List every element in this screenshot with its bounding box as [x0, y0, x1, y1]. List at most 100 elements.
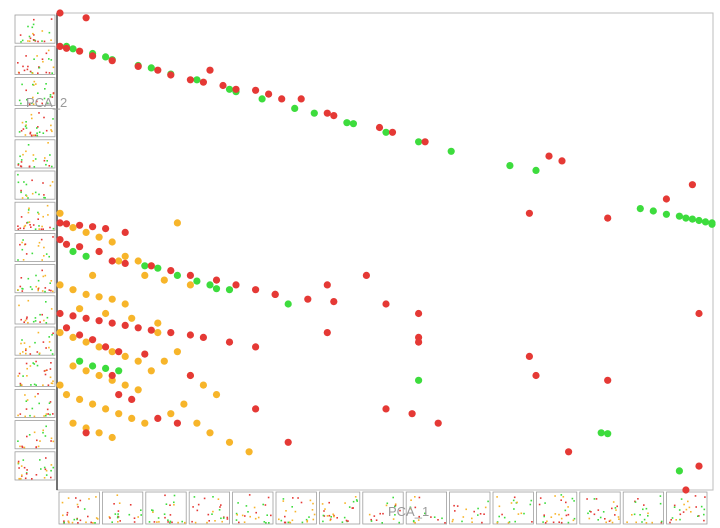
point-red-40	[108, 257, 116, 265]
bottom-thumbnail-0	[58, 491, 100, 525]
point-green-16	[382, 128, 390, 136]
point-green-20	[532, 166, 540, 174]
point-red-53	[382, 300, 390, 308]
point-red-75	[271, 290, 279, 298]
left-thumbnail-2	[14, 77, 56, 107]
point-orange-33	[121, 381, 129, 389]
point-orange-30	[82, 367, 90, 375]
point-green-45	[415, 376, 423, 384]
point-green-34	[154, 264, 162, 272]
point-red-94	[565, 448, 573, 456]
point-orange-40	[115, 410, 123, 418]
point-red-78	[525, 352, 534, 360]
point-green-3	[102, 53, 110, 61]
point-green-11	[258, 95, 266, 103]
point-green-48	[675, 467, 684, 475]
point-red-67	[62, 324, 71, 332]
point-orange-22	[56, 329, 64, 337]
point-green-33	[141, 262, 149, 270]
point-orange-2	[82, 228, 90, 236]
left-thumbnail-1	[14, 45, 56, 75]
point-orange-24	[82, 338, 90, 346]
point-red-12	[219, 81, 227, 90]
point-orange-42	[141, 419, 149, 427]
point-red-17	[206, 66, 214, 74]
point-orange-36	[62, 391, 71, 399]
point-orange-47	[147, 367, 155, 375]
left-thumbnail-12	[14, 388, 56, 418]
point-green-46	[597, 429, 605, 437]
point-orange-20	[128, 314, 136, 322]
point-red-89	[252, 405, 260, 413]
point-red-46	[232, 281, 240, 289]
point-red-33	[89, 223, 97, 231]
point-red-2	[56, 42, 64, 51]
point-orange-48	[160, 357, 168, 365]
point-red-81	[695, 309, 703, 318]
point-green-19	[506, 162, 514, 170]
point-red-13	[232, 85, 240, 93]
point-red-43	[167, 267, 175, 275]
point-red-72	[141, 350, 149, 358]
point-red-50	[330, 298, 338, 306]
point-red-27	[662, 195, 671, 203]
point-red-83	[82, 429, 90, 437]
point-green-43	[102, 364, 110, 372]
point-red-84	[115, 391, 123, 399]
bottom-thumbnail-9	[449, 491, 491, 525]
point-red-25	[558, 157, 566, 165]
point-orange-15	[95, 293, 103, 301]
point-orange-11	[186, 281, 194, 289]
point-red-63	[167, 329, 175, 337]
point-orange-4	[108, 238, 116, 246]
point-orange-6	[121, 252, 129, 260]
point-red-73	[252, 343, 260, 351]
point-green-23	[662, 210, 671, 218]
point-red-5	[89, 52, 97, 60]
left-thumbnail-10	[14, 326, 56, 356]
point-orange-12	[56, 281, 64, 289]
point-red-96	[682, 486, 690, 494]
point-green-27	[695, 216, 703, 225]
point-red-86	[154, 414, 162, 422]
point-red-47	[252, 286, 260, 294]
point-orange-19	[102, 309, 110, 318]
point-red-58	[95, 317, 103, 325]
point-red-0	[56, 9, 64, 17]
point-orange-53	[180, 400, 188, 408]
bottom-thumbnail-11	[536, 491, 578, 525]
point-red-24	[545, 152, 553, 160]
point-red-9	[167, 71, 175, 79]
point-red-34	[102, 225, 110, 233]
point-orange-28	[134, 357, 142, 365]
point-red-15	[265, 90, 273, 98]
point-red-26	[688, 181, 697, 189]
point-red-1	[82, 14, 90, 22]
point-orange-57	[225, 438, 234, 446]
point-red-56	[69, 312, 77, 320]
point-green-26	[688, 215, 697, 223]
point-red-92	[434, 419, 442, 427]
point-red-93	[408, 410, 416, 418]
point-red-19	[323, 109, 331, 117]
point-orange-37	[76, 395, 84, 403]
point-orange-49	[173, 348, 181, 356]
point-orange-21	[154, 319, 162, 327]
point-red-65	[199, 333, 207, 341]
point-green-22	[649, 207, 657, 215]
point-red-31	[62, 220, 71, 228]
point-red-95	[695, 462, 703, 470]
point-red-71	[115, 348, 123, 356]
point-green-37	[206, 281, 214, 289]
point-green-6	[147, 64, 155, 72]
point-orange-55	[193, 419, 201, 427]
x-axis-label: PCA_1	[388, 504, 429, 519]
point-orange-16	[108, 295, 116, 303]
bottom-thumbnail-10	[492, 491, 534, 525]
point-red-88	[186, 371, 194, 380]
point-green-44	[115, 367, 123, 375]
left-thumbnail-11	[14, 357, 56, 387]
left-thumbnail-14	[14, 451, 56, 481]
point-green-13	[310, 109, 318, 117]
point-green-17	[415, 138, 423, 146]
